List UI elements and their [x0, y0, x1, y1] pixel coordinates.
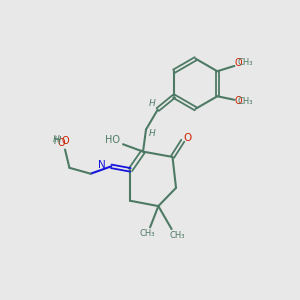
Text: CH₃: CH₃: [238, 58, 253, 68]
Text: CH₃: CH₃: [140, 229, 155, 238]
Text: O: O: [183, 134, 191, 143]
Text: HO: HO: [105, 135, 120, 145]
Text: CH₃: CH₃: [238, 97, 253, 106]
Text: O: O: [234, 58, 242, 68]
Text: H: H: [53, 135, 60, 144]
Text: O: O: [58, 138, 65, 148]
Text: O: O: [234, 96, 242, 106]
Text: H: H: [149, 99, 156, 108]
Text: H: H: [149, 129, 156, 138]
Text: H: H: [54, 136, 61, 146]
Text: N: N: [98, 160, 106, 170]
Text: O: O: [61, 136, 69, 146]
Text: CH₃: CH₃: [169, 231, 185, 240]
